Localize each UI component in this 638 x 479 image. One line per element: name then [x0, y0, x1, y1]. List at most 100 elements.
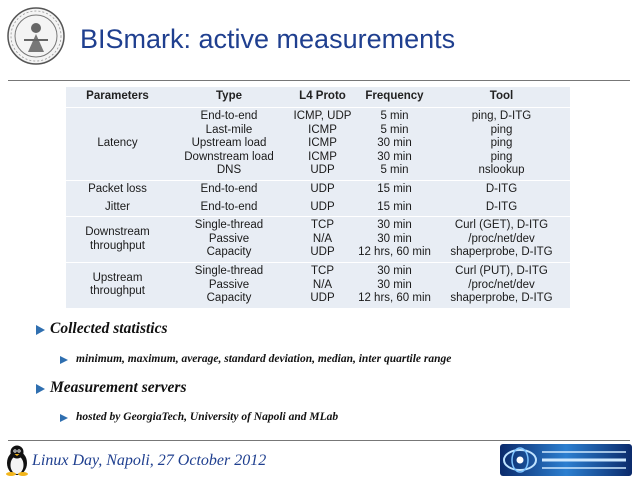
tool-cell: Curl (GET), D-ITG/proc/net/dev shaperprob… [433, 217, 570, 262]
bullet-statistics-detail: minimum, maximum, average, standard devi… [76, 353, 452, 365]
parameter-label: Upstream [92, 271, 143, 284]
l4-proto-value: ICMP, UDP [293, 110, 352, 123]
type-value: End-to-end [200, 183, 258, 195]
frequency-value: 5 min [380, 110, 409, 123]
tool-cell: D-ITG [433, 181, 570, 199]
parameter-label: throughput [90, 285, 145, 298]
type-value: End-to-end [200, 200, 258, 213]
frequency-cell: 30 min 30 min 12 hrs, 60 min [356, 263, 433, 308]
l4-proto-value: ICMP [308, 150, 337, 163]
frequency-value: 12 hrs, 60 min [358, 246, 431, 259]
l4-proto-value: N/A [312, 278, 333, 291]
l4-proto-value: TCP [311, 264, 334, 277]
type-value: Upstream load [191, 137, 267, 150]
parameter-label: Latency [97, 137, 138, 150]
type-value: DNS [216, 164, 242, 177]
frequency-value: 30 min [377, 150, 412, 163]
tool-value: nslookup [478, 164, 525, 177]
slide-title: BISmark: active measurements [80, 24, 456, 54]
frequency-cell: 15 min [356, 199, 433, 217]
l4-proto-cell: UDP [289, 181, 356, 199]
table-row: Latency End-to-end Last-mile Upstream load D… [66, 108, 570, 181]
table-row: Upstream throughput Single-thread Passive Ca… [66, 263, 570, 308]
type-cell: Single-thread Passive Capacity [169, 217, 289, 262]
table-header-row: Parameters Type L4 Proto Frequency Tool [66, 87, 570, 108]
l4-proto-cell: UDP [289, 199, 356, 217]
bullet-servers-detail: hosted by GeorgiaTech, University of Nap… [76, 411, 339, 423]
parameter-label: throughput [90, 239, 145, 252]
frequency-value: 30 min [377, 137, 412, 150]
l4-proto-value: N/A [312, 232, 333, 245]
tool-value: shaperprobe, D-ITG [450, 246, 553, 259]
l4-proto-value: UDP [310, 292, 335, 305]
frequency-value: 30 min [377, 232, 412, 245]
parameter-cell: Packet loss [66, 181, 169, 199]
l4-proto-cell: TCP N/A UDP [289, 263, 356, 308]
type-cell: End-to-end [169, 199, 289, 217]
type-value: Capacity [206, 292, 252, 305]
frequency-cell: 5 min 5 min 30 min 30 min 5 min [356, 108, 433, 180]
bullet-arrow-icon [60, 356, 68, 364]
l4-proto-value: UDP [310, 246, 335, 259]
university-seal-icon [7, 7, 65, 65]
tool-value: ping, D-ITG [471, 110, 532, 123]
frequency-value: 5 min [380, 164, 409, 177]
tux-penguin-icon [6, 445, 28, 476]
tool-value: Curl (PUT), D-ITG [455, 264, 548, 277]
type-value: Single-thread [194, 219, 264, 232]
tool-value: Curl (GET), D-ITG [454, 219, 549, 232]
type-value: Last-mile [205, 123, 253, 136]
table-row: Jitter End-to-end UDP 15 min D-ITG [66, 199, 570, 218]
type-value: Downstream load [184, 150, 274, 163]
header-divider [8, 80, 630, 81]
header-tool: Tool [489, 90, 514, 103]
parameter-cell: Upstream throughput [66, 263, 169, 308]
parameter-label: Jitter [105, 200, 130, 213]
frequency-value: 30 min [377, 264, 412, 277]
l4-proto-value: TCP [311, 219, 334, 232]
bullet-arrow-icon [36, 325, 45, 335]
tool-value: /proc/net/dev [468, 278, 535, 291]
tool-value: /proc/net/dev [468, 232, 535, 245]
l4-proto-cell: TCP N/A UDP [289, 217, 356, 262]
type-cell: Single-thread Passive Capacity [169, 263, 289, 308]
parameter-label: Downstream [85, 225, 150, 238]
frequency-value: 30 min [377, 219, 412, 232]
footer-divider [8, 440, 630, 441]
bullet-collected-statistics: Collected statistics [50, 320, 168, 337]
parameter-cell: Jitter [66, 199, 169, 217]
type-value: Passive [208, 278, 250, 291]
bullet-measurement-servers: Measurement servers [50, 379, 187, 396]
tool-value: D-ITG [485, 183, 518, 195]
l4-proto-cell: ICMP, UDP ICMP ICMP ICMP UDP [289, 108, 356, 180]
frequency-cell: 15 min [356, 181, 433, 199]
frequency-value: 15 min [377, 200, 412, 213]
bullet-arrow-icon [60, 414, 68, 422]
type-value: Capacity [206, 246, 252, 259]
type-value: Single-thread [194, 264, 264, 277]
l4-proto-value: UDP [310, 164, 335, 177]
l4-proto-value: UDP [310, 183, 335, 195]
type-cell: End-to-end Last-mile Upstream load Downstre… [169, 108, 289, 180]
l4-proto-value: UDP [310, 200, 335, 213]
header-l4-proto: L4 Proto [299, 90, 346, 103]
header-frequency: Frequency [365, 90, 424, 103]
l4-proto-value: ICMP [308, 123, 337, 136]
tool-value: shaperprobe, D-ITG [450, 292, 553, 305]
tool-cell: D-ITG [433, 199, 570, 217]
frequency-value: 5 min [380, 123, 409, 136]
table-body: Latency End-to-end Last-mile Upstream load D… [66, 108, 570, 308]
tool-value: ping [490, 123, 513, 136]
frequency-value: 12 hrs, 60 min [358, 292, 431, 305]
frequency-value: 15 min [377, 183, 412, 195]
frequency-value: 30 min [377, 278, 412, 291]
l4-proto-value: ICMP [308, 137, 337, 150]
header-type: Type [216, 90, 242, 103]
table-row: Downstream throughput Single-thread Passive… [66, 217, 570, 263]
tool-value: ping [490, 137, 513, 150]
tool-value: D-ITG [485, 200, 518, 213]
type-cell: End-to-end [169, 181, 289, 199]
header-parameters: Parameters [86, 90, 149, 103]
parameter-cell: Latency [66, 108, 169, 180]
bullet-arrow-icon [36, 384, 45, 394]
